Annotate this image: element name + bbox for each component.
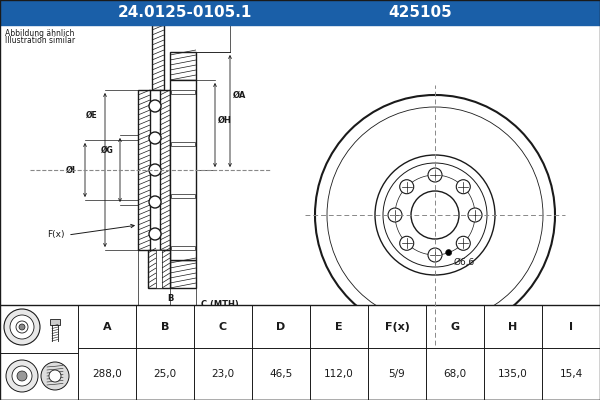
Circle shape (17, 371, 27, 381)
Text: 46,5: 46,5 (269, 369, 293, 379)
Circle shape (428, 248, 442, 262)
Text: Illustration similar: Illustration similar (5, 36, 75, 45)
Circle shape (16, 321, 28, 333)
Text: ØA: ØA (233, 90, 247, 100)
Text: 5/9: 5/9 (389, 369, 406, 379)
Text: 112,0: 112,0 (324, 369, 354, 379)
Text: 25,0: 25,0 (154, 369, 176, 379)
Bar (170, 52, 196, 80)
Bar (156, 250, 162, 288)
Text: ØE: ØE (86, 110, 98, 120)
Bar (170, 80, 196, 260)
Text: 68,0: 68,0 (443, 369, 467, 379)
Bar (148, 250, 170, 288)
Text: Ø6,6: Ø6,6 (454, 258, 475, 266)
Circle shape (49, 370, 61, 382)
Circle shape (10, 315, 34, 339)
Bar (0, 305, 600, 400)
Text: 288,0: 288,0 (92, 369, 122, 379)
Circle shape (149, 100, 161, 112)
Text: F(x): F(x) (385, 322, 409, 332)
Circle shape (446, 250, 452, 256)
Text: ØI: ØI (66, 166, 76, 174)
Text: H: H (508, 322, 518, 332)
Bar (171, 194, 195, 198)
Circle shape (6, 360, 38, 392)
Text: ØH: ØH (218, 116, 232, 124)
Circle shape (456, 236, 470, 250)
Text: 15,4: 15,4 (559, 369, 583, 379)
Bar (171, 142, 195, 146)
Text: C (MTH): C (MTH) (201, 300, 239, 310)
Text: D: D (163, 307, 170, 316)
Text: 23,0: 23,0 (211, 369, 235, 379)
Circle shape (149, 132, 161, 144)
Bar (171, 90, 195, 94)
Text: F(x): F(x) (47, 230, 65, 240)
Bar (170, 260, 196, 288)
Circle shape (149, 228, 161, 240)
Text: 135,0: 135,0 (498, 369, 528, 379)
Circle shape (400, 180, 414, 194)
Circle shape (4, 309, 40, 345)
Circle shape (428, 168, 442, 182)
Text: Abbildung ähnlich: Abbildung ähnlich (5, 29, 74, 38)
Circle shape (456, 180, 470, 194)
Text: A: A (103, 322, 112, 332)
Bar (171, 246, 195, 250)
Circle shape (388, 208, 402, 222)
Bar (152, 25, 164, 90)
Bar (138, 90, 170, 250)
Circle shape (41, 362, 69, 390)
Bar (0, 0, 600, 25)
Bar (0, 25, 600, 305)
Circle shape (468, 208, 482, 222)
Text: C: C (219, 322, 227, 332)
Text: G: G (451, 322, 460, 332)
Text: B: B (167, 294, 173, 303)
Circle shape (400, 236, 414, 250)
Text: B: B (161, 322, 169, 332)
Circle shape (19, 324, 25, 330)
Text: 24.0125-0105.1: 24.0125-0105.1 (118, 5, 252, 20)
Circle shape (149, 164, 161, 176)
Text: I: I (569, 322, 573, 332)
Text: ØG: ØG (101, 146, 114, 154)
Bar (50, 319, 60, 325)
Circle shape (12, 366, 32, 386)
Text: D: D (277, 322, 286, 332)
Circle shape (149, 196, 161, 208)
Text: 425105: 425105 (388, 5, 452, 20)
Text: E: E (335, 322, 343, 332)
